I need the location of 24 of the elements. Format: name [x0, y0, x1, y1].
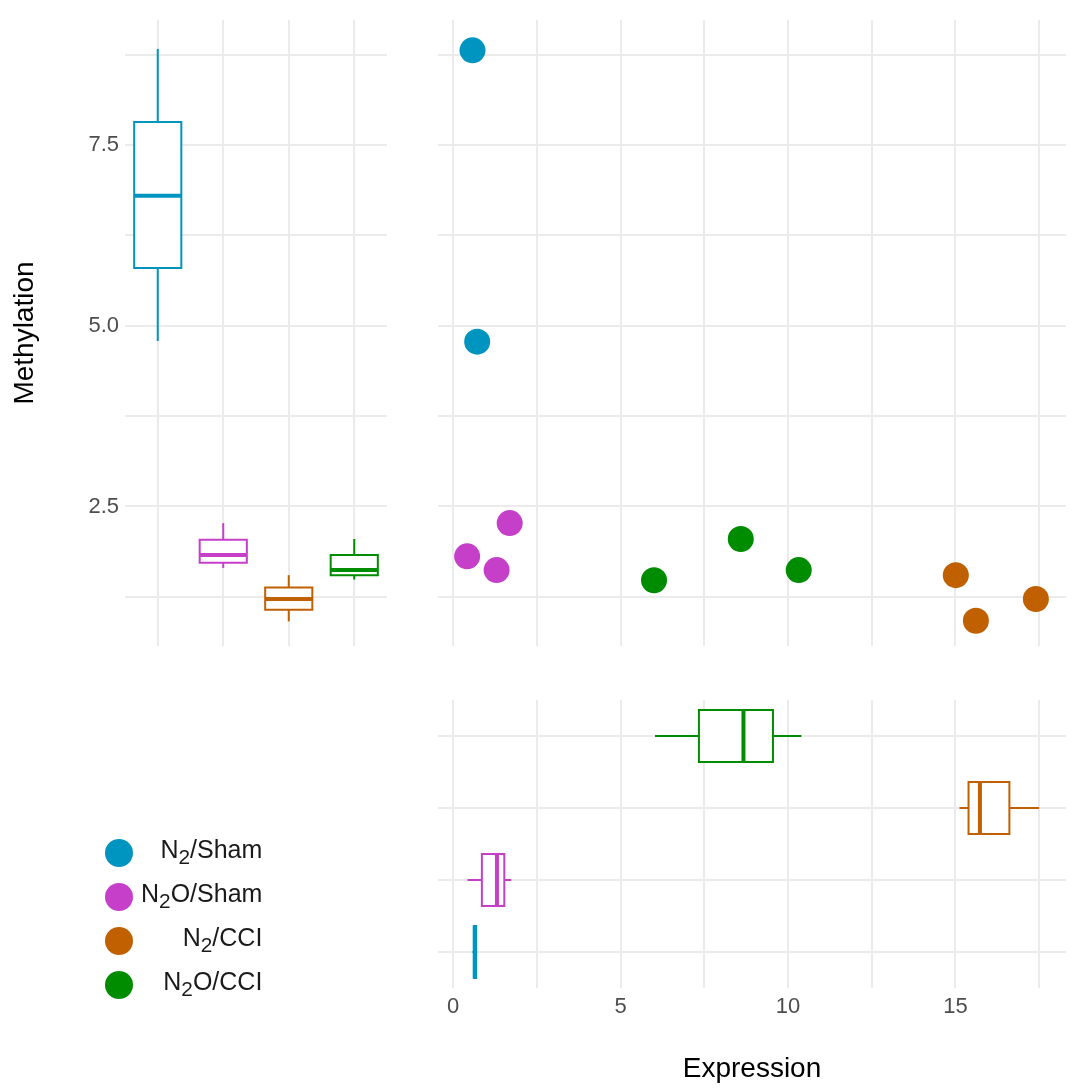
point	[464, 328, 491, 355]
point	[942, 562, 969, 589]
point	[459, 37, 486, 64]
legend-label: N$_{2}$O/CCI	[162, 966, 263, 1002]
point	[483, 557, 510, 584]
x-tick-label: 5	[614, 993, 627, 1019]
point	[641, 567, 668, 594]
y-tick-label: 7.5	[88, 131, 119, 157]
point	[454, 543, 481, 570]
x-axis-title: Expression	[682, 1051, 822, 1083]
legend-label: N$_{2}$/Sham	[159, 834, 263, 870]
y-tick-label: 2.5	[88, 492, 119, 518]
y-axis-title: Methylation	[7, 261, 39, 405]
y-tick-label: 5.0	[88, 311, 119, 337]
point	[962, 607, 989, 634]
point	[785, 557, 812, 584]
point	[1022, 586, 1049, 613]
legend-label: N$_{2}$O/Sham	[141, 878, 263, 914]
point	[727, 526, 754, 553]
x-tick-label: 15	[943, 993, 968, 1019]
legend-label: N$_{2}$/CCI	[181, 922, 263, 958]
x-tick-label: 10	[775, 993, 801, 1019]
point	[496, 510, 523, 537]
x-tick-label: 0	[446, 993, 460, 1019]
